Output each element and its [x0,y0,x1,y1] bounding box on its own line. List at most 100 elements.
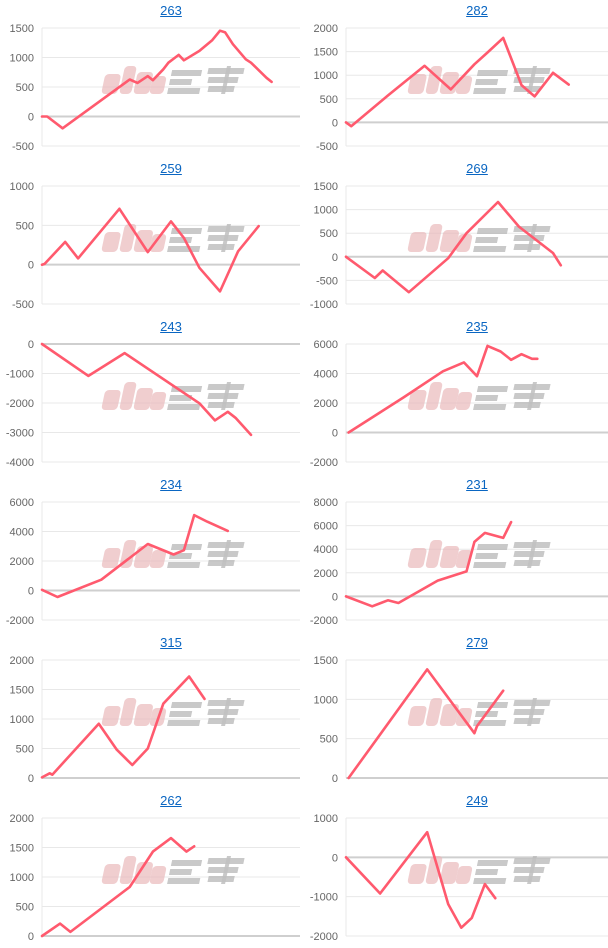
line-chart: -4000 -3000 -2000 -1000 0 [6,339,300,469]
y-tick-label: 2000 [10,655,34,667]
y-tick-label: -500 [12,141,34,153]
y-tick-label: -500 [316,275,338,287]
y-tick-label: 4000 [10,527,34,539]
chart-title-link[interactable]: 235 [466,319,488,334]
chart-title-link[interactable]: 269 [466,161,488,176]
y-tick-label: -500 [316,141,338,153]
y-tick-label: 500 [16,82,34,94]
y-tick-label: 0 [332,852,338,864]
y-tick-label: 0 [332,773,338,785]
y-tick-label: 1500 [10,843,34,855]
y-tick-label: 1000 [10,181,34,193]
y-tick-label: 0 [28,260,34,272]
chart-title-link[interactable]: 282 [466,3,488,18]
series-line [344,830,497,929]
series-line [40,513,230,599]
chart-title-link[interactable]: 279 [466,635,488,650]
series-line [40,342,253,437]
y-tick-label: 500 [16,744,34,756]
y-tick-label: 0 [28,339,34,351]
y-tick-label: 1000 [314,813,338,825]
series-line [347,344,539,434]
watermark-logo [101,224,245,252]
chart-title-link[interactable]: 231 [466,477,488,492]
series-line [344,36,570,128]
watermark-logo [101,66,245,94]
y-tick-label: -500 [12,299,34,311]
y-tick-label: 1000 [10,872,34,884]
chart-title-link[interactable]: 262 [160,793,182,808]
chart-panel: 235 -2000 0 2000 4000 6000 [304,316,608,474]
y-tick-label: 2000 [314,568,338,580]
y-tick-label: 500 [16,902,34,914]
y-tick-label: 0 [28,586,34,598]
y-tick-label: 500 [16,220,34,232]
y-tick-label: 1500 [10,685,34,697]
watermark-logo [407,540,551,568]
y-tick-label: 0 [28,773,34,785]
y-tick-label: 6000 [314,339,338,351]
y-tick-label: 500 [320,228,338,240]
line-chart: 0 500 1000 1500 [314,655,608,785]
line-chart: -2000 0 2000 4000 6000 8000 [310,497,608,627]
series-line [347,668,505,780]
line-chart: 0 500 1000 1500 2000 [10,813,300,943]
y-tick-label: -2000 [310,457,338,469]
watermark-logo [407,382,551,410]
watermark-logo [407,224,551,252]
chart-panel: 234 -2000 0 2000 4000 6000 [0,474,304,632]
y-tick-label: 1000 [314,694,338,706]
y-tick-label: -1000 [310,892,338,904]
line-chart: -1000 -500 0 500 1000 1500 [310,181,608,311]
series-line [40,675,206,779]
y-tick-label: 1500 [10,23,34,35]
chart-panel: 262 0 500 1000 1500 2000 [0,790,304,948]
chart-title-link[interactable]: 315 [160,635,182,650]
y-tick-label: 0 [332,591,338,603]
y-tick-label: 1000 [314,70,338,82]
y-tick-label: 4000 [314,544,338,556]
chart-panel: 263 -500 0 500 1000 1500 [0,0,304,158]
series-line [40,29,273,130]
line-chart: -500 0 500 1000 1500 2000 [314,23,608,153]
y-tick-label: -2000 [310,615,338,627]
chart-panel: 259 -500 0 500 1000 [0,158,304,316]
line-chart: -2000 0 2000 4000 6000 [310,339,608,469]
y-tick-label: 6000 [10,497,34,509]
y-tick-label: -3000 [6,428,34,440]
chart-title-link[interactable]: 234 [160,477,182,492]
line-chart: -500 0 500 1000 [10,181,300,311]
line-chart: -500 0 500 1000 1500 [10,23,300,153]
y-tick-label: 500 [320,94,338,106]
line-chart: 0 500 1000 1500 2000 [10,655,300,785]
line-chart: -2000 0 2000 4000 6000 [6,497,300,627]
y-tick-label: 0 [332,252,338,264]
y-tick-label: 4000 [314,369,338,381]
chart-title-link[interactable]: 263 [160,3,182,18]
series-line [40,836,196,938]
y-tick-label: 2000 [10,556,34,568]
y-tick-label: -4000 [6,457,34,469]
line-chart: -2000 -1000 0 1000 [310,813,608,943]
series-line [40,207,260,293]
y-tick-label: 2000 [10,813,34,825]
chart-panel: 231 -2000 0 2000 4000 6000 8000 [304,474,608,632]
y-tick-label: 1500 [314,47,338,59]
chart-panel: 243 -4000 -3000 -2000 -1000 0 [0,316,304,474]
chart-panel: 282 -500 0 500 1000 1500 2000 [304,0,608,158]
y-tick-label: 1500 [314,181,338,193]
chart-title-link[interactable]: 243 [160,319,182,334]
y-tick-label: 6000 [314,521,338,533]
y-tick-label: 0 [28,112,34,124]
y-tick-label: -2000 [6,615,34,627]
chart-title-link[interactable]: 249 [466,793,488,808]
y-tick-label: -2000 [6,398,34,410]
chart-panel: 249 -2000 -1000 0 1000 [304,790,608,948]
chart-panel: 269 -1000 -500 0 500 1000 1500 [304,158,608,316]
y-tick-label: -2000 [310,931,338,943]
watermark-logo [101,856,245,884]
chart-panel: 279 0 500 1000 1500 [304,632,608,790]
y-tick-label: 2000 [314,23,338,35]
chart-title-link[interactable]: 259 [160,161,182,176]
y-tick-label: 1000 [10,53,34,65]
